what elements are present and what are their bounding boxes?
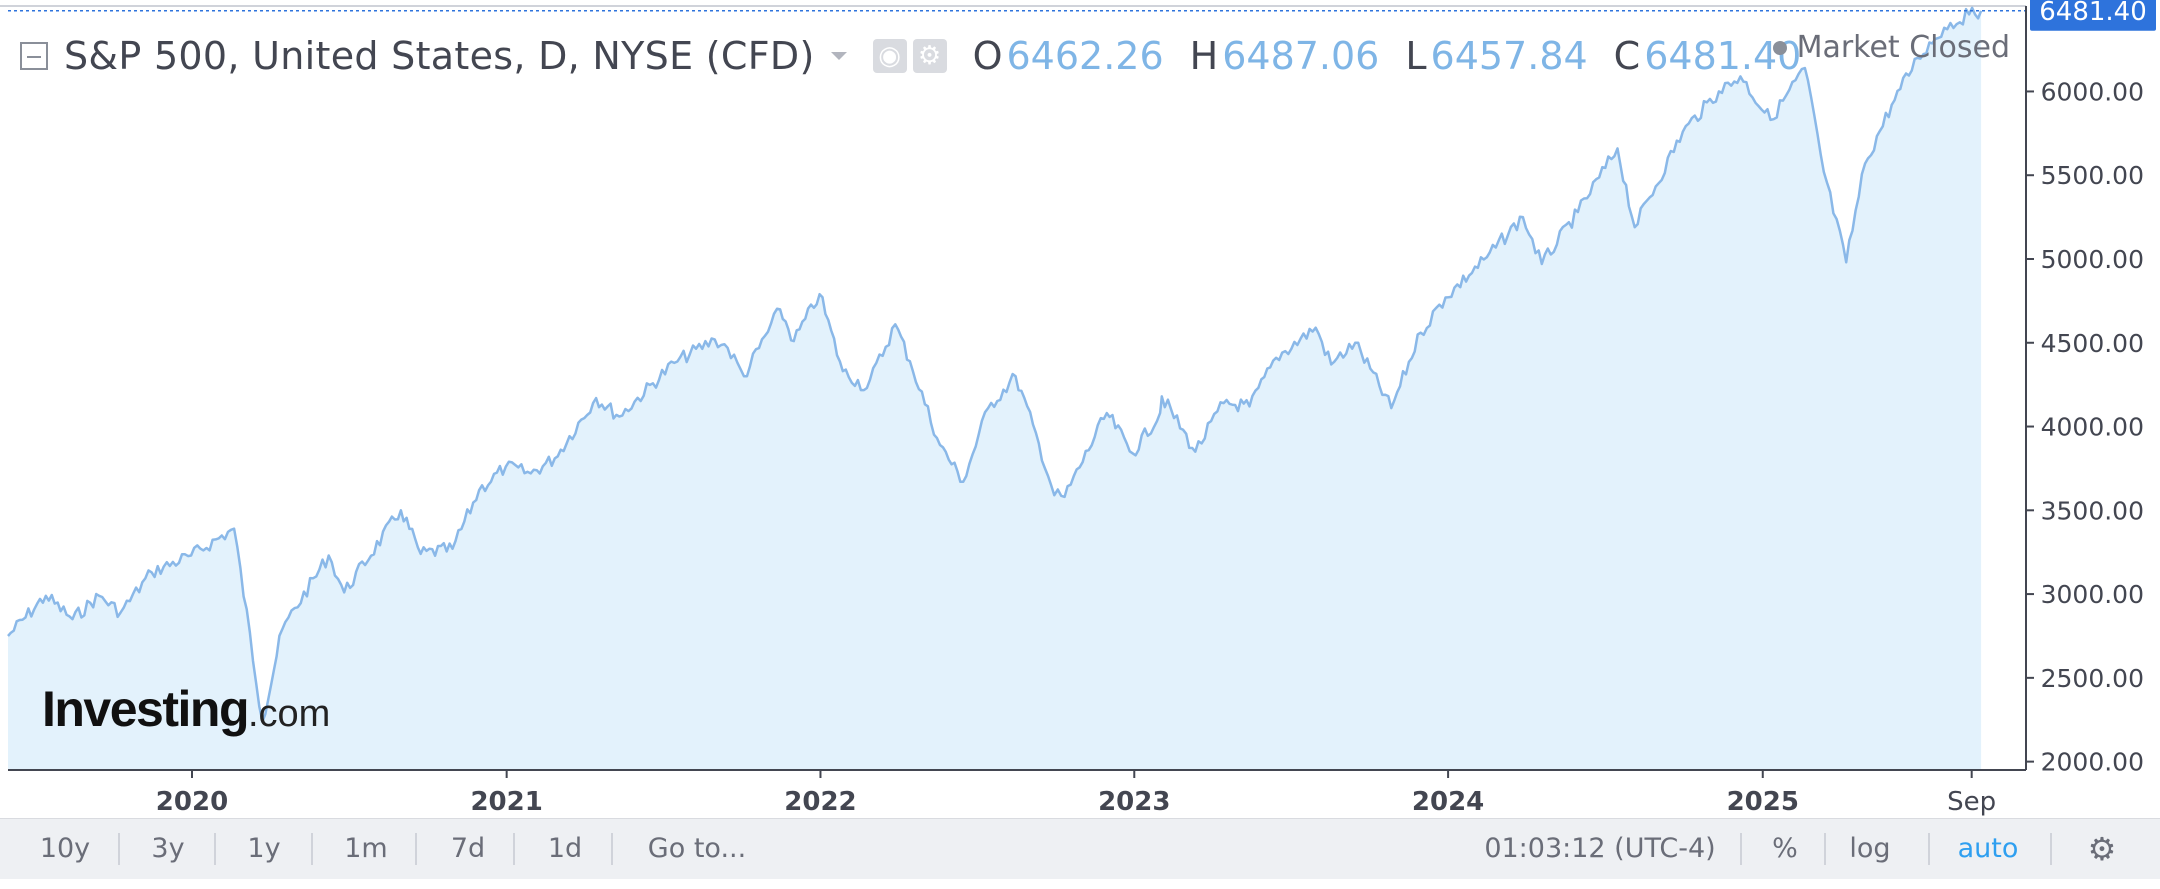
range-10y-button[interactable]: 10y (39, 833, 91, 864)
toolbar-divider (311, 833, 313, 865)
bottom-toolbar: 10y 3y 1y 1m 7d 1d Go to... 01:03:12 (UT… (0, 818, 2160, 879)
y-tick-label: 2500.00 (2041, 664, 2144, 693)
toolbar-divider (1740, 833, 1742, 865)
low-label: L (1405, 34, 1427, 78)
investing-logo: Investing.com (42, 680, 330, 738)
high-label: H (1189, 34, 1219, 78)
market-status-text: Market Closed (1796, 30, 2010, 65)
price-tag-bg (2030, 0, 2156, 31)
toolbar-divider (513, 833, 515, 865)
status-dot-icon (1772, 40, 1787, 55)
toolbar-divider (2050, 833, 2052, 865)
x-tick-label: Sep (1947, 787, 1996, 817)
toolbar-divider (415, 833, 417, 865)
high-value: 6487.06 (1222, 34, 1380, 78)
x-tick-label: 2021 (470, 787, 542, 817)
last-price-tag: 6481.40 (2030, 0, 2156, 31)
logo-main-text: Investing (42, 681, 249, 737)
chevron-down-icon[interactable] (830, 52, 847, 60)
y-tick-label: 2000.00 (2041, 748, 2144, 777)
chart-title: S&P 500, United States, D, NYSE (CFD) (64, 34, 815, 78)
y-tick-label: 4000.00 (2041, 413, 2144, 442)
range-1d-button[interactable]: 1d (547, 833, 583, 864)
price-chart[interactable]: 2000.00 2500.00 3000.00 3500.00 4000.00 4500.… (0, 0, 2160, 818)
x-axis: 2020 2021 2022 2023 2024 2025 Sep (156, 770, 1996, 817)
y-tick-label: 3000.00 (2041, 580, 2144, 609)
settings-gear-icon[interactable]: ⚙ (2087, 830, 2117, 868)
auto-toggle[interactable]: auto (1957, 833, 2019, 864)
price-line (7, 6, 1983, 723)
eye-icon[interactable]: ◉ (872, 39, 907, 73)
open-value: 6462.26 (1006, 34, 1164, 78)
open-label: O (972, 34, 1003, 78)
range-1m-button[interactable]: 1m (344, 833, 388, 864)
price-tag-text: 6481.40 (2039, 0, 2147, 27)
close-label: C (1613, 34, 1641, 78)
range-3y-button[interactable]: 3y (151, 833, 185, 864)
x-tick-label: 2022 (784, 787, 856, 817)
logo-suffix-text: .com (247, 693, 331, 735)
y-axis: 2000.00 2500.00 3000.00 3500.00 4000.00 4500.… (2026, 77, 2144, 777)
toolbar-divider (1928, 833, 1930, 865)
x-tick-label: 2024 (1412, 787, 1484, 817)
clock-readout: 01:03:12 (UTC-4) (1484, 833, 1716, 864)
gear-icon[interactable]: ⚙ (912, 39, 947, 73)
y-tick-label: 4500.00 (2041, 329, 2144, 358)
log-toggle[interactable]: log (1849, 833, 1891, 864)
y-tick-label: 6000.00 (2041, 77, 2144, 106)
price-area-fill (8, 7, 1982, 771)
market-status: Market Closed (1772, 30, 2010, 65)
y-tick-label: 5000.00 (2041, 245, 2144, 274)
collapse-icon[interactable] (20, 42, 48, 70)
price-series (7, 6, 1983, 771)
y-tick-label: 5500.00 (2041, 161, 2144, 190)
toolbar-divider (1824, 833, 1826, 865)
range-1y-button[interactable]: 1y (247, 833, 281, 864)
x-tick-label: 2025 (1727, 787, 1799, 817)
x-tick-label: 2020 (156, 787, 228, 817)
toolbar-divider (611, 833, 613, 865)
range-7d-button[interactable]: 7d (450, 833, 486, 864)
percent-toggle[interactable]: % (1772, 833, 1798, 864)
chart-legend: S&P 500, United States, D, NYSE (CFD) ◉ … (8, 22, 1801, 90)
low-value: 6457.84 (1430, 34, 1588, 78)
toolbar-divider (118, 833, 120, 865)
y-tick-label: 3500.00 (2041, 496, 2144, 525)
toolbar-divider (214, 833, 216, 865)
goto-button[interactable]: Go to... (647, 833, 747, 864)
x-tick-label: 2023 (1098, 787, 1170, 817)
